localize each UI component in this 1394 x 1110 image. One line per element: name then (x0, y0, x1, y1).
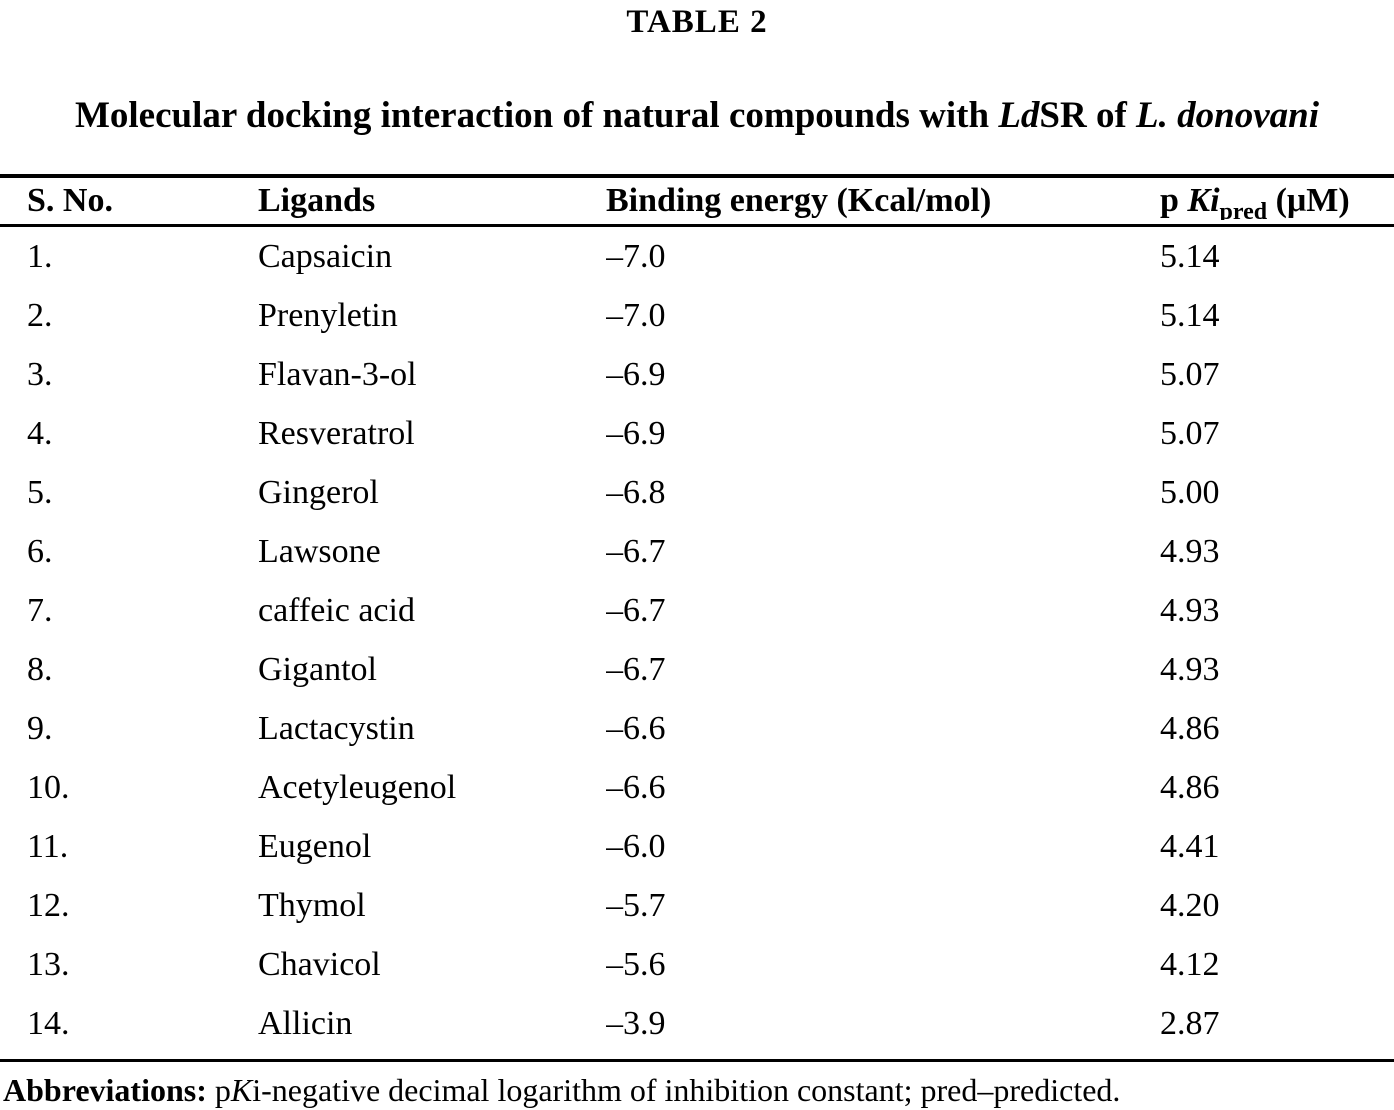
cell-binding-energy: –6.9 (606, 414, 666, 452)
table-row: 8. Gigantol –6.7 4.93 (0, 640, 1394, 699)
table-row: 6. Lawsone –6.7 4.93 (0, 522, 1394, 581)
cell-ligand: Acetyleugenol (258, 768, 457, 806)
table-row: 9. Lactacystin –6.6 4.86 (0, 699, 1394, 758)
cell-pki: 4.93 (1160, 650, 1220, 688)
cell-sno: 14. (27, 1004, 70, 1042)
cell-ligand: Chavicol (258, 945, 381, 983)
cell-ligand: Prenyletin (258, 296, 398, 334)
title-text-mid: SR of (1039, 95, 1137, 136)
cell-ligand: Flavan-3-ol (258, 355, 417, 393)
table-row: 14. Allicin –3.9 2.87 (0, 994, 1394, 1053)
cell-ligand: Gingerol (258, 473, 379, 511)
footnote-label: Abbreviations: (3, 1072, 207, 1108)
table-row: 10. Acetyleugenol –6.6 4.86 (0, 758, 1394, 817)
pki-pred-subscript: pred (1219, 199, 1268, 220)
pki-unit: (μM) (1267, 182, 1350, 219)
cell-binding-energy: –5.6 (606, 945, 666, 983)
cell-ligand: Resveratrol (258, 414, 415, 452)
table-row: 12. Thymol –5.7 4.20 (0, 876, 1394, 935)
cell-pki: 5.14 (1160, 237, 1220, 275)
cell-ligand: Thymol (258, 886, 366, 924)
table-row: 11. Eugenol –6.0 4.41 (0, 817, 1394, 876)
cell-pki: 5.07 (1160, 355, 1220, 393)
cell-binding-energy: –6.6 (606, 709, 666, 747)
table-body: 1. Capsaicin –7.0 5.14 2. Prenyletin –7.… (0, 227, 1394, 1059)
cell-sno: 1. (27, 237, 53, 275)
cell-binding-energy: –6.0 (606, 827, 666, 865)
cell-sno: 5. (27, 473, 53, 511)
cell-binding-energy: –3.9 (606, 1004, 666, 1042)
cell-binding-energy: –7.0 (606, 237, 666, 275)
cell-pki: 4.20 (1160, 886, 1220, 924)
table-row: 7. caffeic acid –6.7 4.93 (0, 581, 1394, 640)
cell-binding-energy: –6.9 (606, 355, 666, 393)
footnote-k-italic: K (230, 1072, 253, 1108)
cell-ligand: Lactacystin (258, 709, 415, 747)
cell-sno: 10. (27, 768, 70, 806)
cell-ligand: caffeic acid (258, 591, 415, 629)
cell-pki: 4.12 (1160, 945, 1220, 983)
cell-pki: 5.07 (1160, 414, 1220, 452)
cell-ligand: Allicin (258, 1004, 353, 1042)
cell-binding-energy: –6.7 (606, 650, 666, 688)
column-header-pki: p Kipred (μM) (1160, 182, 1394, 220)
table-row: 5. Gingerol –6.8 5.00 (0, 463, 1394, 522)
cell-binding-energy: –5.7 (606, 886, 666, 924)
cell-ligand: Eugenol (258, 827, 372, 865)
column-header-binding-energy: Binding energy (Kcal/mol) (606, 182, 992, 219)
cell-binding-energy: –6.8 (606, 473, 666, 511)
cell-sno: 9. (27, 709, 53, 747)
cell-sno: 6. (27, 532, 53, 570)
table-row: 1. Capsaicin –7.0 5.14 (0, 227, 1394, 286)
table-row: 3. Flavan-3-ol –6.9 5.07 (0, 345, 1394, 404)
cell-sno: 13. (27, 945, 70, 983)
column-header-sno: S. No. (27, 182, 113, 219)
cell-pki: 4.86 (1160, 709, 1220, 747)
cell-ligand: Capsaicin (258, 237, 393, 275)
data-table: S. No. Ligands Binding energy (Kcal/mol)… (0, 174, 1394, 1062)
cell-pki: 4.93 (1160, 532, 1220, 570)
cell-binding-energy: –7.0 (606, 296, 666, 334)
pki-prefix: p (1160, 182, 1188, 219)
table-row: 13. Chavicol –5.6 4.12 (0, 935, 1394, 994)
cell-sno: 3. (27, 355, 53, 393)
cell-pki: 5.14 (1160, 296, 1220, 334)
cell-pki: 4.86 (1160, 768, 1220, 806)
table-row: 4. Resveratrol –6.9 5.07 (0, 404, 1394, 463)
table-title: Molecular docking interaction of natural… (0, 94, 1394, 138)
title-italic-ld: Ld (998, 95, 1040, 136)
cell-pki: 4.93 (1160, 591, 1220, 629)
column-header-ligands: Ligands (258, 182, 376, 219)
cell-pki: 2.87 (1160, 1004, 1220, 1042)
cell-binding-energy: –6.7 (606, 532, 666, 570)
cell-sno: 4. (27, 414, 53, 452)
table-row: 2. Prenyletin –7.0 5.14 (0, 286, 1394, 345)
cell-sno: 2. (27, 296, 53, 334)
cell-pki: 5.00 (1160, 473, 1220, 511)
cell-sno: 8. (27, 650, 53, 688)
footnote-text-1: p (206, 1072, 231, 1108)
title-italic-species: L. donovani (1136, 95, 1320, 136)
table-header-row: S. No. Ligands Binding energy (Kcal/mol)… (0, 178, 1394, 227)
cell-sno: 7. (27, 591, 53, 629)
cell-ligand: Gigantol (258, 650, 377, 688)
cell-pki: 4.41 (1160, 827, 1220, 865)
footnote-text-2: i-negative decimal logarithm of inhibiti… (252, 1072, 1121, 1108)
cell-binding-energy: –6.6 (606, 768, 666, 806)
table-number-label: TABLE 2 (626, 4, 768, 40)
cell-ligand: Lawsone (258, 532, 381, 570)
cell-sno: 12. (27, 886, 70, 924)
footnote: Abbreviations: pKi-negative decimal loga… (0, 1062, 1394, 1110)
pki-ki-italic: Ki (1187, 182, 1220, 219)
title-text: Molecular docking interaction of natural… (74, 95, 999, 136)
cell-binding-energy: –6.7 (606, 591, 666, 629)
cell-sno: 11. (27, 827, 69, 865)
